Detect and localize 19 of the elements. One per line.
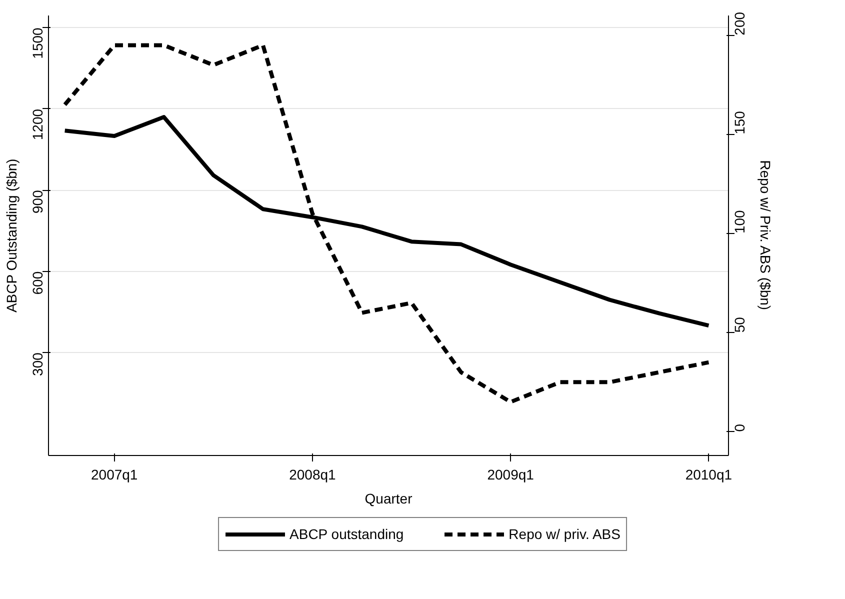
x-tick-label: 2007q1 xyxy=(91,466,138,482)
x-tick-label: 2009q1 xyxy=(487,466,534,482)
y2-tick-label: 0 xyxy=(732,424,748,432)
y-tick-label: 1200 xyxy=(30,108,46,140)
y2-axis-title: Repo w/ Priv. ABS ($bn) xyxy=(758,160,774,310)
y-tick-label: 600 xyxy=(30,271,46,295)
x-tick-label: 2010q1 xyxy=(685,466,732,482)
y2-tick-label: 50 xyxy=(732,316,748,333)
y2-tick-label: 150 xyxy=(732,110,748,134)
legend-label: Repo w/ priv. ABS xyxy=(508,526,620,542)
y-tick-label: 900 xyxy=(30,190,46,214)
y-axis-title: ABCP Outstanding ($bn) xyxy=(4,158,20,313)
y2-tick-label: 100 xyxy=(732,210,748,234)
legend-label: ABCP outstanding xyxy=(290,526,404,542)
y2-tick-label: 200 xyxy=(732,12,748,36)
x-axis-title: Quarter xyxy=(364,490,413,506)
y-tick-label: 1500 xyxy=(30,27,46,59)
x-tick-label: 2008q1 xyxy=(289,466,336,482)
y-tick-label: 300 xyxy=(30,352,46,376)
